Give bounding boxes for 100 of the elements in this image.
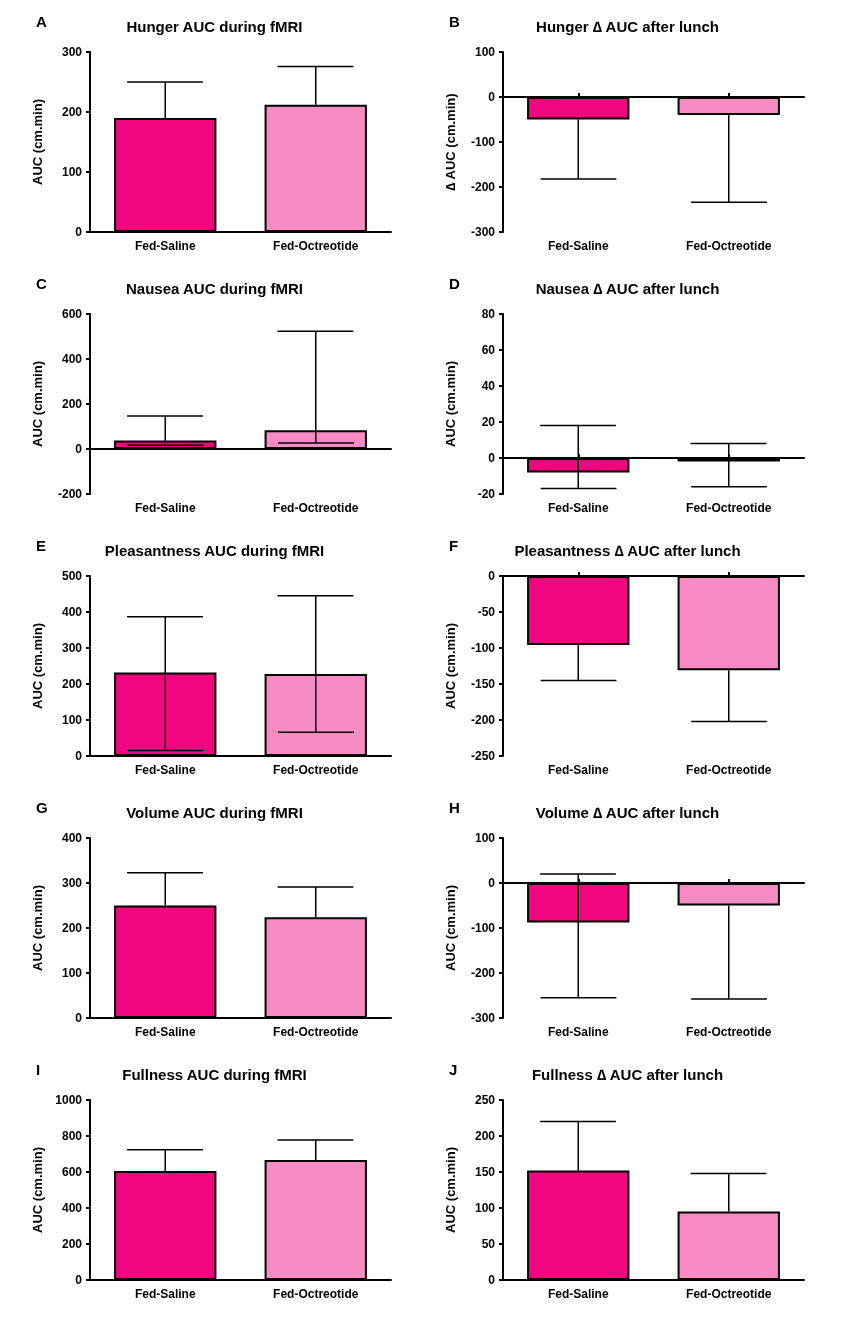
y-tick-label: 60 [481,343,496,357]
y-tick-label: 400 [61,352,83,366]
x-tick-label: Fed-Octreotide [686,239,772,253]
y-axis-title: AUC (cm.min) [443,1147,458,1233]
chart-title: Pleasantness AUC during fMRI [104,542,325,559]
y-tick-label: -250 [470,749,496,763]
chart-title: Fullness ∆ AUC after lunch [531,1066,724,1083]
y-tick-label: 200 [61,397,83,411]
y-tick-label: 300 [61,45,83,59]
y-axis-title: AUC (cm.min) [443,361,458,447]
y-tick-label: -100 [470,921,496,935]
y-tick-label: 40 [481,379,496,393]
chart-title: Hunger AUC during fMRI [126,18,303,35]
x-tick-label: Fed-Saline [547,239,609,253]
y-tick-label: 100 [61,966,83,980]
y-axis-title: AUC (cm.min) [30,885,45,971]
chart-title: Fullness AUC during fMRI [122,1066,307,1083]
text: F [449,537,459,554]
y-tick-label: -50 [477,605,496,619]
chart-title: Nausea AUC during fMRI [126,280,303,297]
y-tick-label: 200 [61,677,83,691]
x-tick-label: Fed-Saline [134,763,196,777]
text: E [36,537,47,554]
y-tick-label: -300 [470,225,496,239]
y-tick-label: 0 [75,749,83,763]
text: J [449,1061,458,1078]
y-tick-label: 600 [61,307,83,321]
y-axis-title: AUC (cm.min) [443,623,458,709]
y-axis-title: AUC (cm.min) [30,99,45,185]
y-tick-label: 400 [61,1201,83,1215]
y-tick-label: 200 [474,1129,496,1143]
x-tick-label: Fed-Octreotide [686,1025,772,1039]
x-tick-label: Fed-Saline [547,1025,609,1039]
x-tick-label: Fed-Saline [547,763,609,777]
x-tick-label: Fed-Octreotide [273,763,359,777]
y-tick-label: -200 [470,180,496,194]
chart-title: Nausea ∆ AUC after lunch [535,280,720,297]
y-axis-title: AUC (cm.min) [30,1147,45,1233]
y-tick-label: 0 [75,1011,83,1025]
chart-title: Volume AUC during fMRI [126,804,303,821]
y-tick-label: -300 [470,1011,496,1025]
x-tick-label: Fed-Octreotide [273,1287,359,1301]
x-tick-label: Fed-Saline [134,501,196,515]
y-tick-label: 0 [488,90,496,104]
y-tick-label: 50 [481,1237,496,1251]
y-tick-label: 0 [75,442,83,456]
y-tick-label: -200 [470,713,496,727]
y-tick-label: 400 [61,605,83,619]
y-tick-label: 0 [488,1273,496,1287]
y-tick-label: 20 [481,415,496,429]
y-axis-title: AUC (cm.min) [30,623,45,709]
text: D [449,275,460,292]
text: B [449,13,460,30]
y-tick-label: 100 [474,1201,496,1215]
text: H [449,799,460,816]
y-tick-label: -200 [57,487,83,501]
y-tick-label: -20 [477,487,496,501]
y-tick-label: 0 [75,225,83,239]
x-tick-label: Fed-Saline [547,1287,609,1301]
x-tick-label: Fed-Saline [134,1287,196,1301]
y-tick-label: 0 [488,451,496,465]
y-tick-label: 1000 [55,1093,83,1107]
text: I [36,1061,41,1078]
x-tick-label: Fed-Octreotide [273,1025,359,1039]
y-axis-title: AUC (cm.min) [30,361,45,447]
chart-title: Hunger ∆ AUC after lunch [536,18,719,35]
y-axis-title: AUC (cm.min) [443,885,458,971]
text: G [36,799,48,816]
y-tick-label: 200 [61,921,83,935]
y-tick-label: 100 [61,713,83,727]
y-tick-label: 100 [474,831,496,845]
x-tick-label: Fed-Octreotide [686,763,772,777]
y-axis-title: ∆ AUC (cm.min) [443,93,458,191]
x-tick-label: Fed-Octreotide [273,501,359,515]
y-tick-label: 200 [61,1237,83,1251]
chart-title: Pleasantness ∆ AUC after lunch [514,542,741,559]
y-tick-label: -100 [470,641,496,655]
y-tick-label: 600 [61,1165,83,1179]
y-tick-label: -100 [470,135,496,149]
y-tick-label: 100 [61,165,83,179]
y-tick-label: 500 [61,569,83,583]
x-tick-label: Fed-Saline [547,501,609,515]
y-tick-label: 300 [61,876,83,890]
y-tick-label: -150 [470,677,496,691]
y-tick-label: -200 [470,966,496,980]
x-tick-label: Fed-Octreotide [686,501,772,515]
x-tick-label: Fed-Octreotide [273,239,359,253]
x-tick-label: Fed-Saline [134,1025,196,1039]
y-tick-label: 80 [481,307,496,321]
x-tick-label: Fed-Octreotide [686,1287,772,1301]
y-tick-label: 0 [488,876,496,890]
y-tick-label: 0 [488,569,496,583]
y-tick-label: 250 [474,1093,496,1107]
y-tick-label: 200 [61,105,83,119]
y-tick-label: 150 [474,1165,496,1179]
text: C [36,275,47,292]
chart-title: Volume ∆ AUC after lunch [535,804,720,821]
y-tick-label: 800 [61,1129,83,1143]
y-tick-label: 0 [75,1273,83,1287]
y-tick-label: 100 [474,45,496,59]
